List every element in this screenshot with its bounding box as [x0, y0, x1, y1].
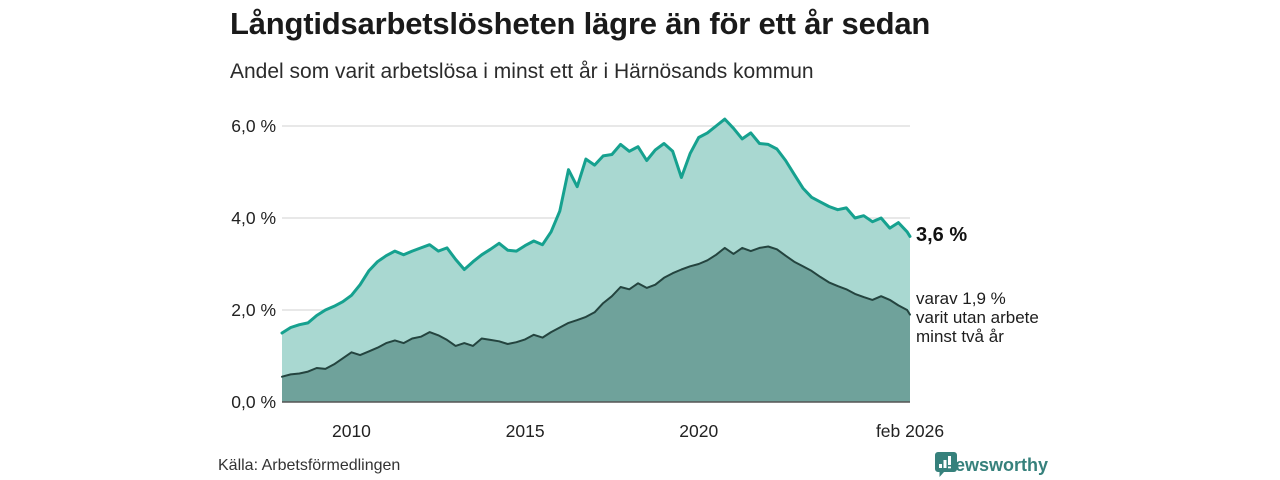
two-year-annotation-line-3: minst två år	[916, 327, 1004, 346]
total-unemployed-line	[280, 117, 912, 335]
two-year-annotation: varav 1,9 % varit utan arbete minst två …	[916, 289, 1039, 346]
x-axis-label-feb-2026: feb 2026	[875, 421, 945, 441]
chart-title: Långtidsarbetslösheten lägre än för ett …	[230, 6, 931, 41]
two-year-unemployed-line	[281, 245, 911, 378]
two-year-annotation-line-2: varit utan arbete	[916, 308, 1039, 327]
two-year-annotation-line-1: varav 1,9 %	[916, 289, 1006, 308]
latest-total-value-label: 3,6 %	[916, 224, 968, 246]
x-axis-label-2020: 2020	[679, 421, 719, 441]
newsworthy-logo: Newsworthy	[934, 451, 1048, 479]
source-note: Källa: Arbetsförmedlingen	[218, 457, 401, 474]
y-axis-label-0,0: 0,0 %	[231, 392, 276, 412]
newsworthy-chart-bubble-icon	[935, 452, 957, 477]
x-axis-label-2015: 2015	[505, 421, 545, 441]
x-axis-label-2010: 2010	[331, 421, 371, 441]
newsworthy-wordmark: Newsworthy	[942, 454, 1049, 475]
y-axis-label-2,0: 2,0 %	[231, 300, 276, 320]
y-axis-label-4,0: 4,0 %	[231, 208, 276, 228]
two-year-unemployed-area	[282, 246, 910, 402]
chart-subtitle: Andel som varit arbetslösa i minst ett å…	[230, 60, 814, 83]
y-axis-label-6,0: 6,0 %	[231, 116, 276, 136]
